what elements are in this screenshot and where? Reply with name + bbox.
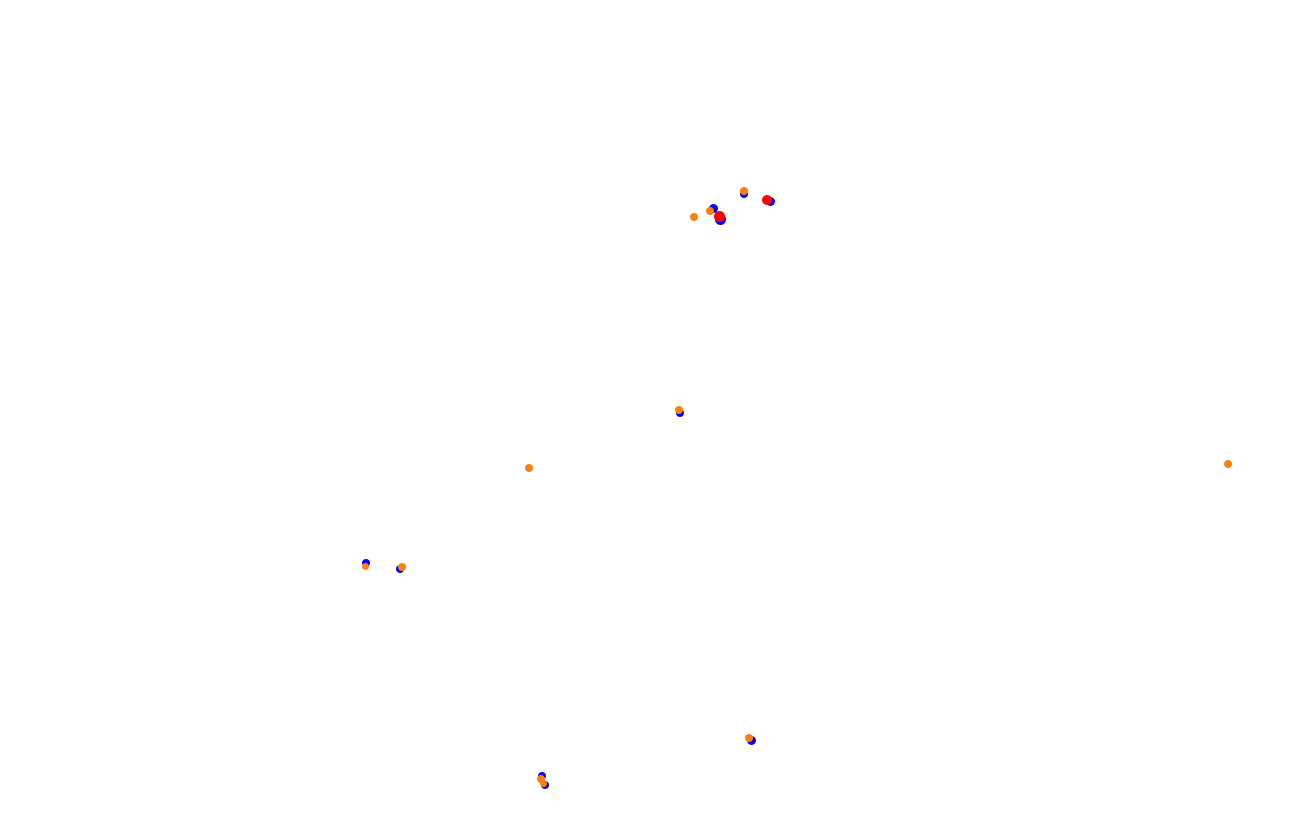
orange-marker	[675, 406, 683, 414]
orange-marker	[1224, 460, 1232, 468]
orange-marker	[706, 207, 714, 215]
orange-marker	[361, 562, 369, 570]
red-marker	[762, 195, 772, 205]
orange-marker	[525, 464, 533, 472]
orange-marker	[537, 775, 545, 783]
orange-marker	[539, 779, 547, 787]
orange-marker	[745, 734, 753, 742]
orange-marker	[398, 563, 406, 571]
red-marker	[713, 210, 725, 222]
orange-marker	[690, 213, 698, 221]
orange-marker	[740, 187, 748, 195]
